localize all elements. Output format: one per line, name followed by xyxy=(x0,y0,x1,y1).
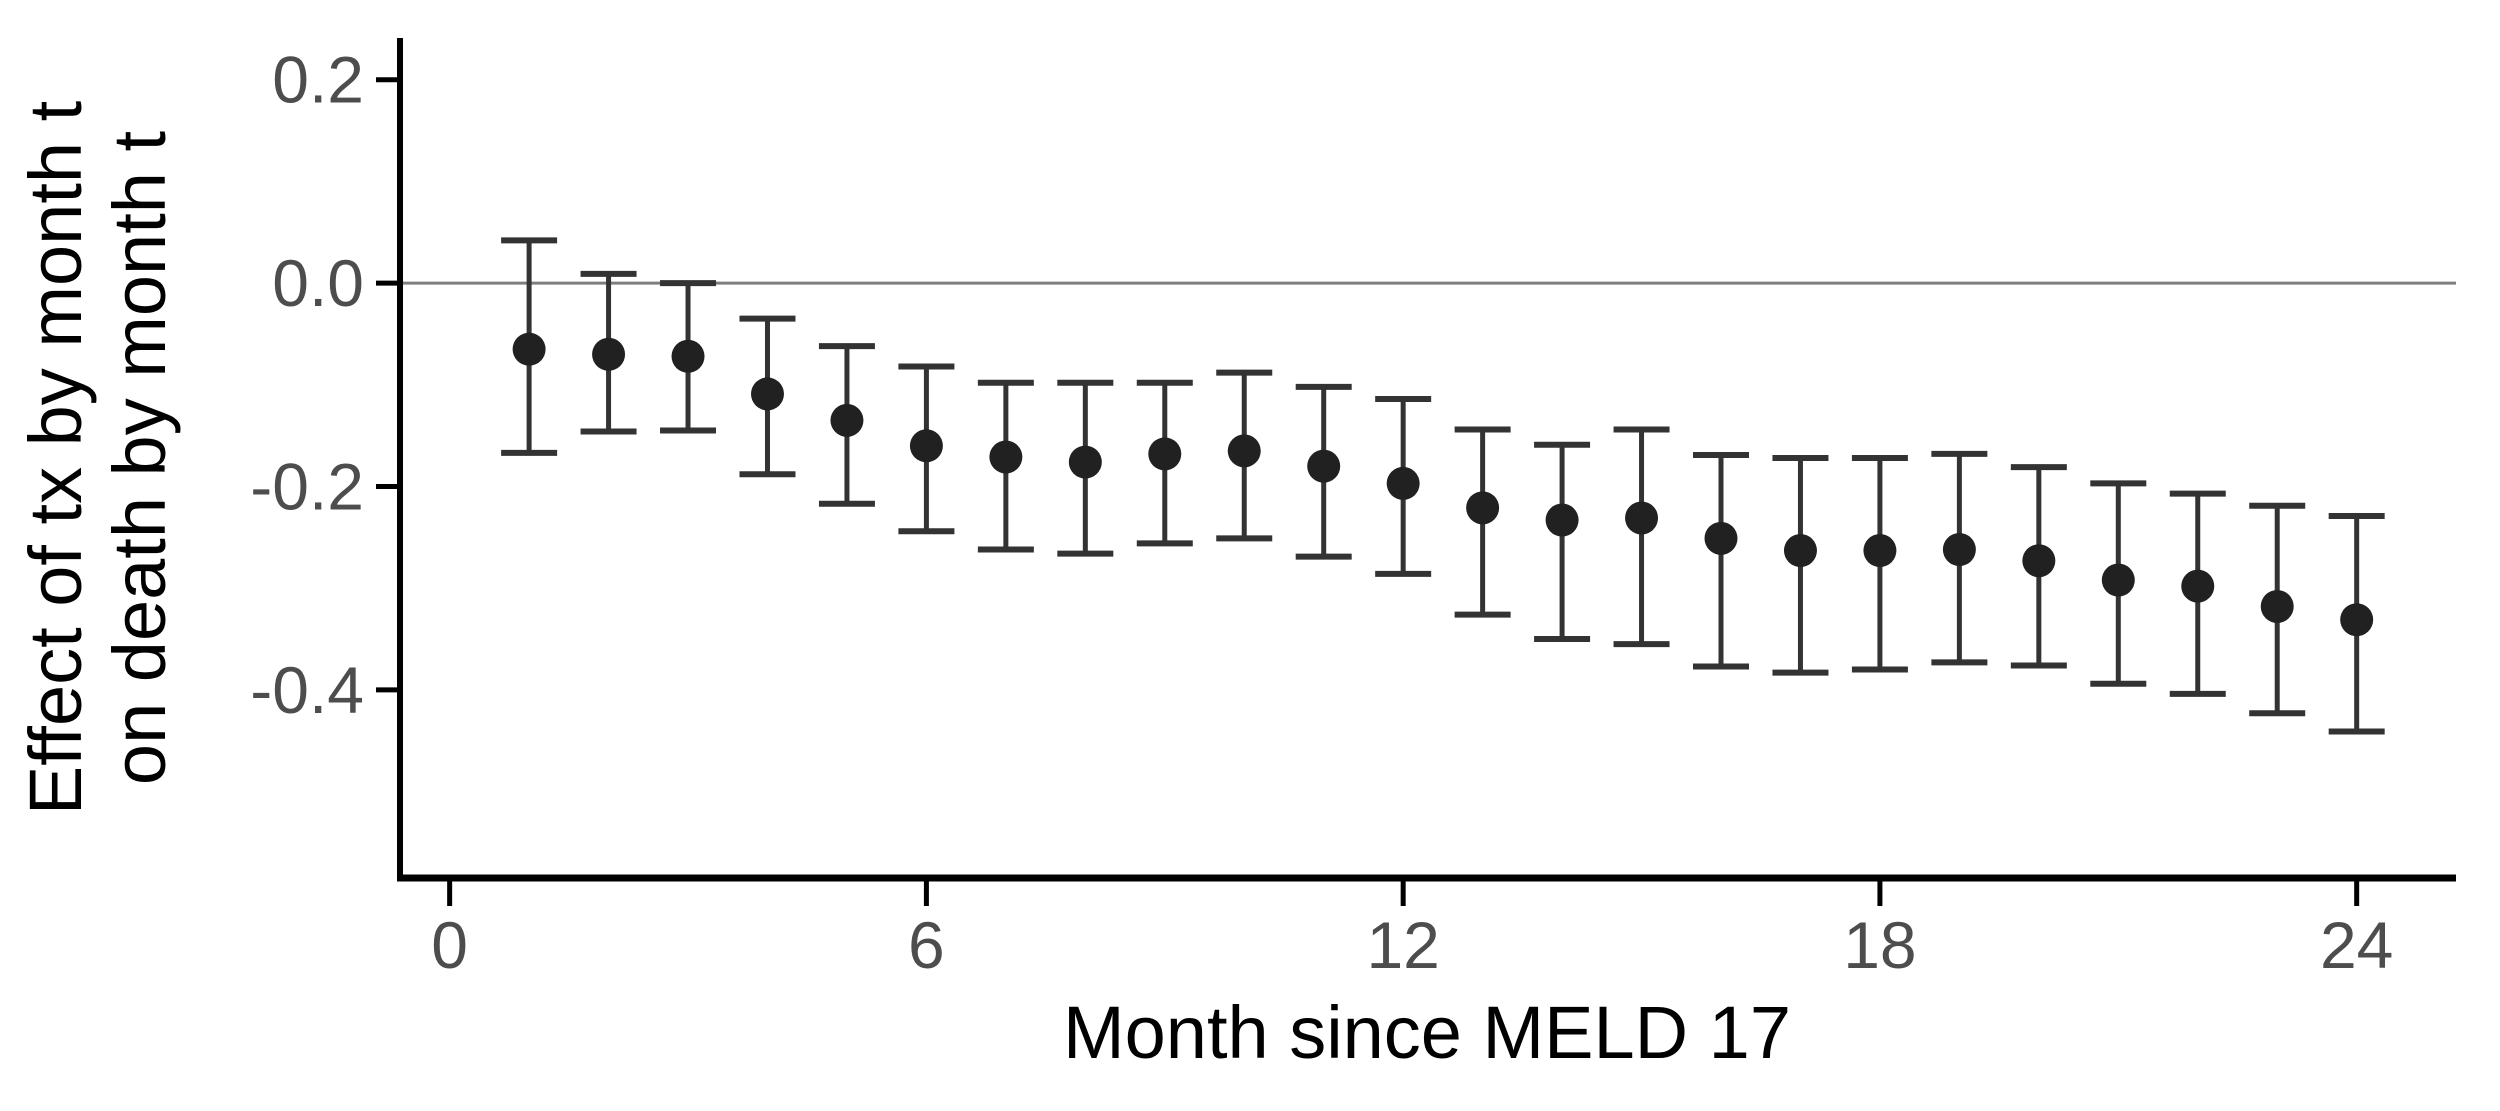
y-tick-label--0.4: -0.4 xyxy=(250,653,364,727)
y-axis-title: Effect of tx by month t on death by mont… xyxy=(14,38,186,878)
point-month-23 xyxy=(2260,589,2294,623)
point-month-9 xyxy=(1148,437,1182,471)
y-axis-title-line1: Effect of tx by month t xyxy=(14,100,97,816)
point-month-24 xyxy=(2340,603,2374,637)
x-tick-label-24: 24 xyxy=(2320,908,2393,982)
point-month-5 xyxy=(830,403,864,437)
point-month-8 xyxy=(1068,445,1102,479)
point-month-13 xyxy=(1466,491,1500,525)
point-month-20 xyxy=(2022,544,2056,578)
y-tick-label--0.2: -0.2 xyxy=(250,449,364,523)
point-month-15 xyxy=(1625,501,1659,535)
point-month-10 xyxy=(1227,434,1261,468)
point-month-17 xyxy=(1783,534,1817,568)
x-axis-title: Month since MELD 17 xyxy=(1062,991,1791,1074)
x-tick-label-12: 12 xyxy=(1366,908,1439,982)
point-month-3 xyxy=(671,339,705,373)
point-month-19 xyxy=(1942,533,1976,567)
point-month-18 xyxy=(1863,534,1897,568)
point-month-12 xyxy=(1386,466,1420,500)
point-month-1 xyxy=(512,332,546,366)
point-month-14 xyxy=(1545,503,1579,537)
point-month-6 xyxy=(909,429,943,463)
point-month-16 xyxy=(1704,521,1738,555)
point-month-4 xyxy=(750,377,784,411)
point-month-2 xyxy=(592,337,626,371)
point-month-11 xyxy=(1307,449,1341,483)
point-month-21 xyxy=(2101,563,2135,597)
y-axis-title-line2: on death by month t xyxy=(98,130,181,786)
x-tick-label-0: 0 xyxy=(431,908,468,982)
x-tick-label-18: 18 xyxy=(1843,908,1916,982)
x-tick-label-6: 6 xyxy=(908,908,945,982)
y-tick-label-0.2: 0.2 xyxy=(272,43,364,117)
point-month-22 xyxy=(2181,569,2215,603)
y-tick-label-0.0: 0.0 xyxy=(272,246,364,320)
point-month-7 xyxy=(989,440,1023,474)
